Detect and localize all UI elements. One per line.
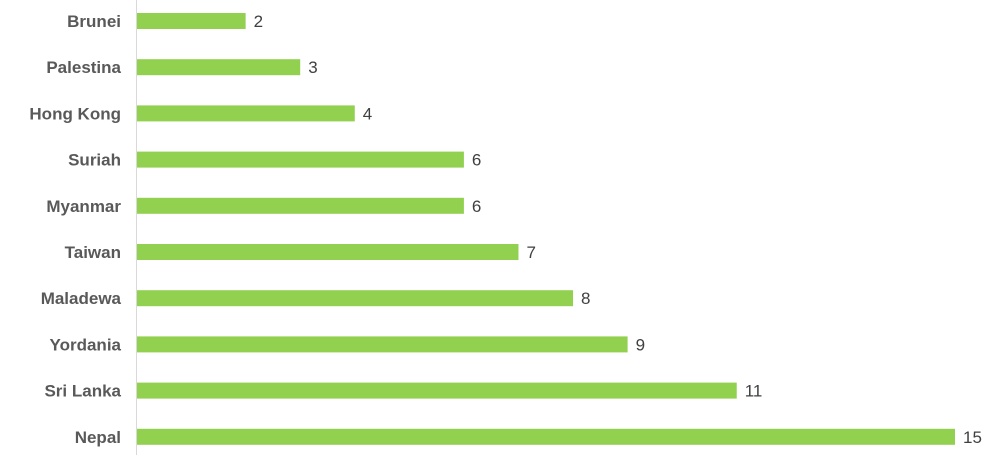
bar-yordania — [136, 336, 628, 353]
value-label: 11 — [745, 382, 763, 401]
value-label: 15 — [963, 428, 982, 447]
category-label: Hong Kong — [29, 104, 121, 123]
bars-layer — [136, 13, 955, 445]
value-label: 7 — [526, 243, 535, 262]
category-label: Brunei — [67, 12, 121, 31]
value-label: 4 — [363, 104, 372, 123]
value-label: 6 — [472, 197, 481, 216]
value-label: 3 — [308, 58, 317, 77]
bar-taiwan — [136, 244, 519, 260]
bar-sri-lanka — [136, 382, 737, 399]
value-label: 6 — [472, 151, 481, 170]
value-labels: 2 3 4 6 6 7 8 9 11 15 — [254, 12, 982, 447]
bar-hong-kong — [136, 105, 355, 122]
category-label: Suriah — [68, 151, 121, 170]
category-label: Nepal — [75, 428, 121, 447]
category-label: Maladewa — [41, 289, 122, 308]
bar-nepal — [136, 428, 955, 445]
bar-palestina — [136, 59, 301, 76]
category-label: Sri Lanka — [44, 382, 121, 401]
bar-brunei — [136, 13, 246, 29]
bar-maladewa — [136, 290, 574, 307]
category-label: Palestina — [46, 58, 121, 77]
value-label: 9 — [636, 335, 645, 354]
value-label: 2 — [254, 12, 263, 31]
category-labels: Brunei Palestina Hong Kong Suriah Myanmar Tai… — [29, 12, 121, 447]
value-label: 8 — [581, 289, 590, 308]
category-label: Myanmar — [46, 197, 121, 216]
bar-suriah — [136, 151, 464, 168]
category-label: Yordania — [50, 335, 122, 354]
bar-myanmar — [136, 197, 464, 214]
category-label: Taiwan — [65, 243, 121, 262]
